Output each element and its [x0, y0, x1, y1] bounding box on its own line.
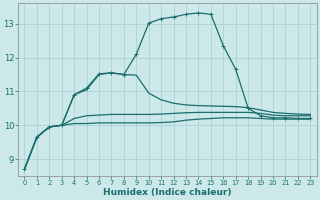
X-axis label: Humidex (Indice chaleur): Humidex (Indice chaleur) [103, 188, 232, 197]
